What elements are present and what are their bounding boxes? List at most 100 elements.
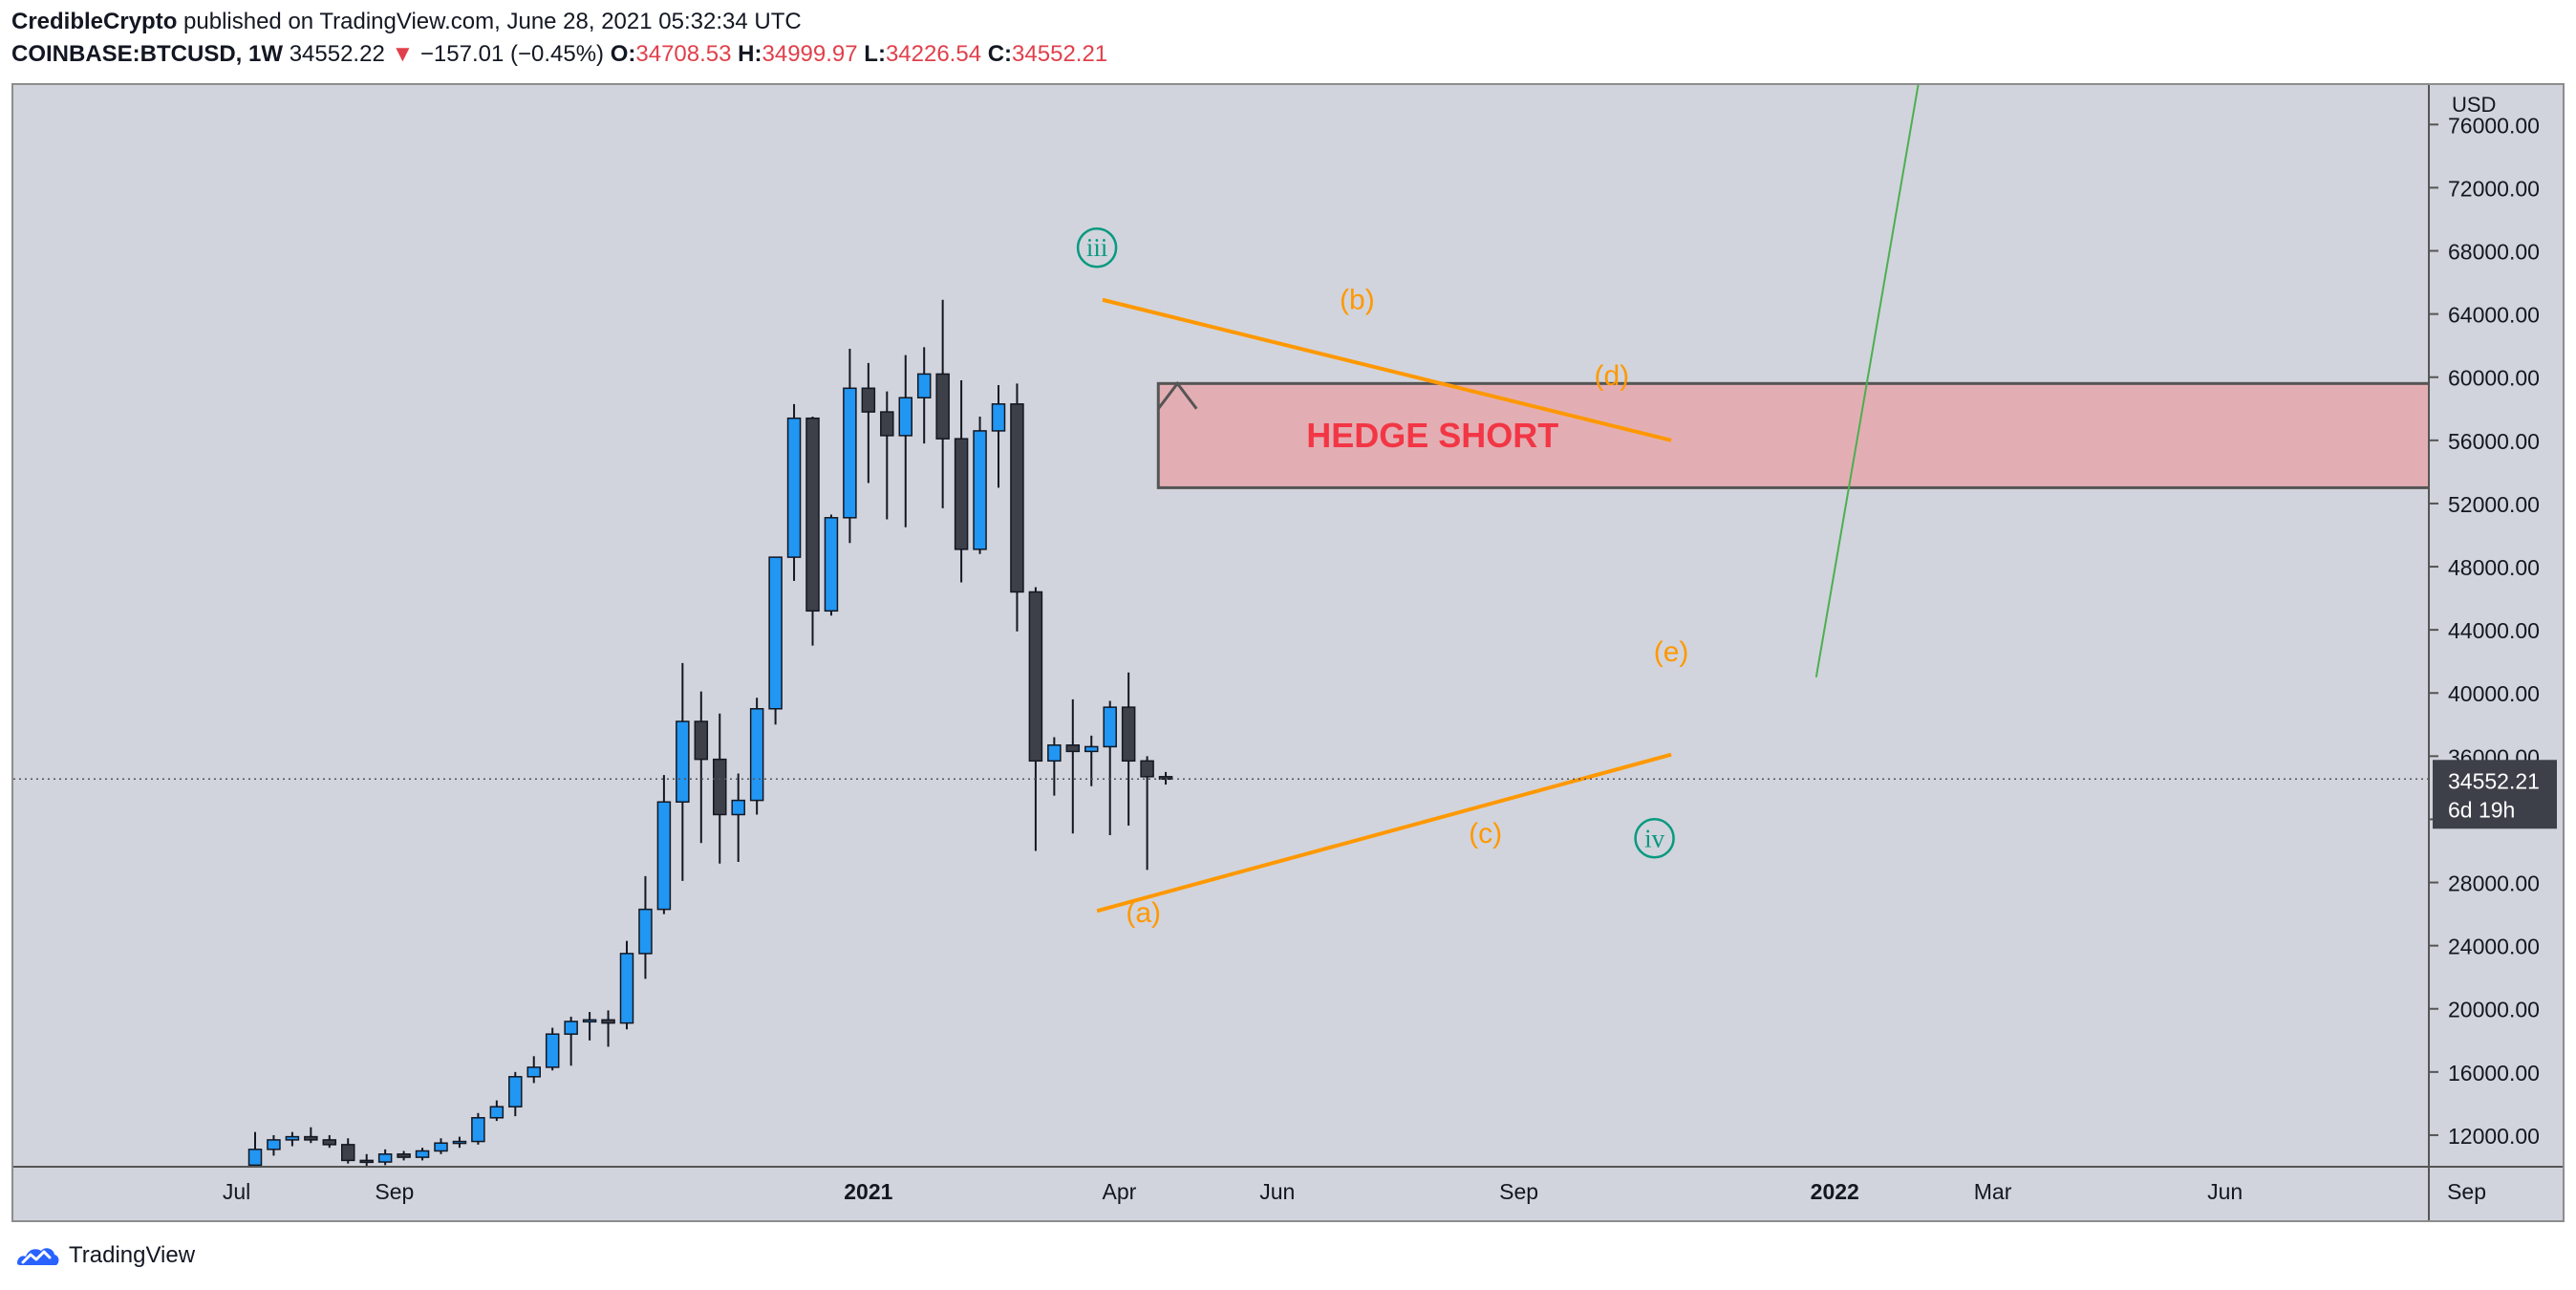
lower-trendline <box>1096 752 1672 914</box>
y-tick-label: 56000.00 <box>2448 429 2540 454</box>
open-value: 34708.53 <box>635 41 732 67</box>
plot-background <box>13 85 2563 1220</box>
publisher-name[interactable]: CredibleCrypto <box>11 9 178 34</box>
y-tick-label: 24000.00 <box>2448 935 2540 959</box>
hedge-short-label: HEDGE SHORT <box>1306 416 1558 455</box>
current-price-label: 34552.21 <box>2448 768 2540 793</box>
x-tick-label: Apr <box>1103 1179 1137 1204</box>
tradingview-footer[interactable]: TradingView <box>13 1238 195 1273</box>
currency-label-bg <box>2440 87 2498 118</box>
candle-up <box>434 1142 448 1152</box>
candle-up <box>916 373 932 398</box>
plot-layer: HEDGE SHORT (b) (d) (a) (c) (e) iii iv <box>13 85 2429 1167</box>
candle-up <box>749 708 764 802</box>
y-tick-label: 40000.00 <box>2448 681 2540 706</box>
y-tick-label: 28000.00 <box>2448 871 2540 896</box>
y-tick-label: 12000.00 <box>2448 1124 2540 1149</box>
wave-label: (b) <box>1340 285 1375 316</box>
candle-up <box>564 1021 578 1035</box>
candle-up <box>638 908 653 955</box>
candle-down <box>322 1139 337 1146</box>
hedge-short-zone <box>1156 381 2429 489</box>
y-tick-label: 68000.00 <box>2448 240 2540 265</box>
footer-brand: TradingView <box>69 1242 196 1268</box>
candle-up <box>1084 745 1099 753</box>
candle-down <box>880 411 894 437</box>
candle-up <box>471 1117 485 1143</box>
elliott-wave-label: iv <box>1644 824 1665 852</box>
symbol-info: COINBASE:BTCUSD, 1W 34552.22 ▼ −157.01 (… <box>11 40 1107 69</box>
symbol-name: COINBASE:BTCUSD, 1W <box>11 41 284 67</box>
candle-up <box>973 430 987 550</box>
candle-down <box>713 758 727 816</box>
candle-up <box>452 1140 467 1145</box>
candle-down <box>1121 706 1136 763</box>
candle-up <box>991 403 1006 432</box>
candle-up <box>1047 744 1062 763</box>
candle-up <box>619 953 634 1024</box>
y-tick-label: 48000.00 <box>2448 555 2540 580</box>
publish-info: CredibleCrypto published on TradingView.… <box>11 8 802 36</box>
candle-down <box>805 417 820 613</box>
x-tick-label: 2021 <box>844 1179 892 1204</box>
y-tick-label: 52000.00 <box>2448 492 2540 517</box>
x-tick-label: Sep <box>1499 1179 1538 1204</box>
candle-up <box>415 1150 430 1158</box>
x-tick-label: Sep <box>2447 1179 2486 1204</box>
tradingview-logo-icon <box>17 1248 59 1265</box>
current-price-tag <box>2433 760 2557 829</box>
x-tick-label: Jul <box>223 1179 250 1204</box>
open-label: O: <box>610 41 636 67</box>
candle-down <box>1010 403 1024 593</box>
candle-up <box>786 417 802 558</box>
close-label: C: <box>987 41 1013 67</box>
projection-line <box>1814 85 1920 677</box>
candle-down <box>1028 591 1043 763</box>
candle-down <box>1140 760 1154 778</box>
last-price: 34552.22 <box>289 41 385 67</box>
candle-up <box>489 1106 504 1119</box>
candle-up <box>582 1019 597 1023</box>
currency-label: USD <box>2452 93 2496 117</box>
low-label: L: <box>864 41 886 67</box>
x-tick-label: Mar <box>1974 1179 2012 1204</box>
y-tick-label: 72000.00 <box>2448 176 2540 201</box>
low-value: 34226.54 <box>885 41 982 67</box>
wave-label: (e) <box>1654 636 1689 668</box>
candle-down <box>954 438 969 550</box>
hedge-zone-marker <box>1157 380 1198 410</box>
candle-up <box>267 1139 281 1150</box>
candle-up <box>843 387 857 519</box>
candle-down <box>601 1019 615 1024</box>
candle-down <box>694 720 709 761</box>
close-value: 34552.21 <box>1012 41 1108 67</box>
wave-label: (a) <box>1126 897 1161 929</box>
candle-up <box>824 517 839 613</box>
candle-down <box>341 1144 355 1162</box>
candle-up <box>508 1076 523 1107</box>
upper-trendline <box>1102 297 1672 442</box>
candle-up <box>1103 706 1117 748</box>
high-value: 34999.97 <box>762 41 858 67</box>
wave-circle <box>1634 818 1675 859</box>
y-tick-label: 64000.00 <box>2448 303 2540 328</box>
price-chart[interactable]: HEDGE SHORT (b) (d) (a) (c) (e) iii iv 12000.00 1… <box>13 85 2563 1220</box>
candle-down <box>359 1159 374 1164</box>
candle-up <box>377 1153 393 1163</box>
candle-down <box>1065 744 1081 753</box>
candle-down <box>397 1153 411 1158</box>
price-change: −157.01 (−0.45%) <box>419 41 605 67</box>
x-tick-label: 2022 <box>1811 1179 1859 1204</box>
y-tick-label: 60000.00 <box>2448 366 2540 391</box>
high-label: H: <box>738 41 762 67</box>
candle-up <box>656 801 672 911</box>
countdown-label: 6d 19h <box>2448 797 2515 822</box>
candle-up <box>285 1135 300 1141</box>
candle-up <box>676 720 690 804</box>
wave-label: (c) <box>1469 818 1502 849</box>
candle-up <box>247 1149 263 1167</box>
candle-up <box>731 799 745 816</box>
chart-area[interactable]: HEDGE SHORT (b) (d) (a) (c) (e) iii iv 12000.00 1… <box>11 83 2565 1222</box>
candle-down <box>935 373 950 440</box>
candle-up <box>898 397 912 437</box>
